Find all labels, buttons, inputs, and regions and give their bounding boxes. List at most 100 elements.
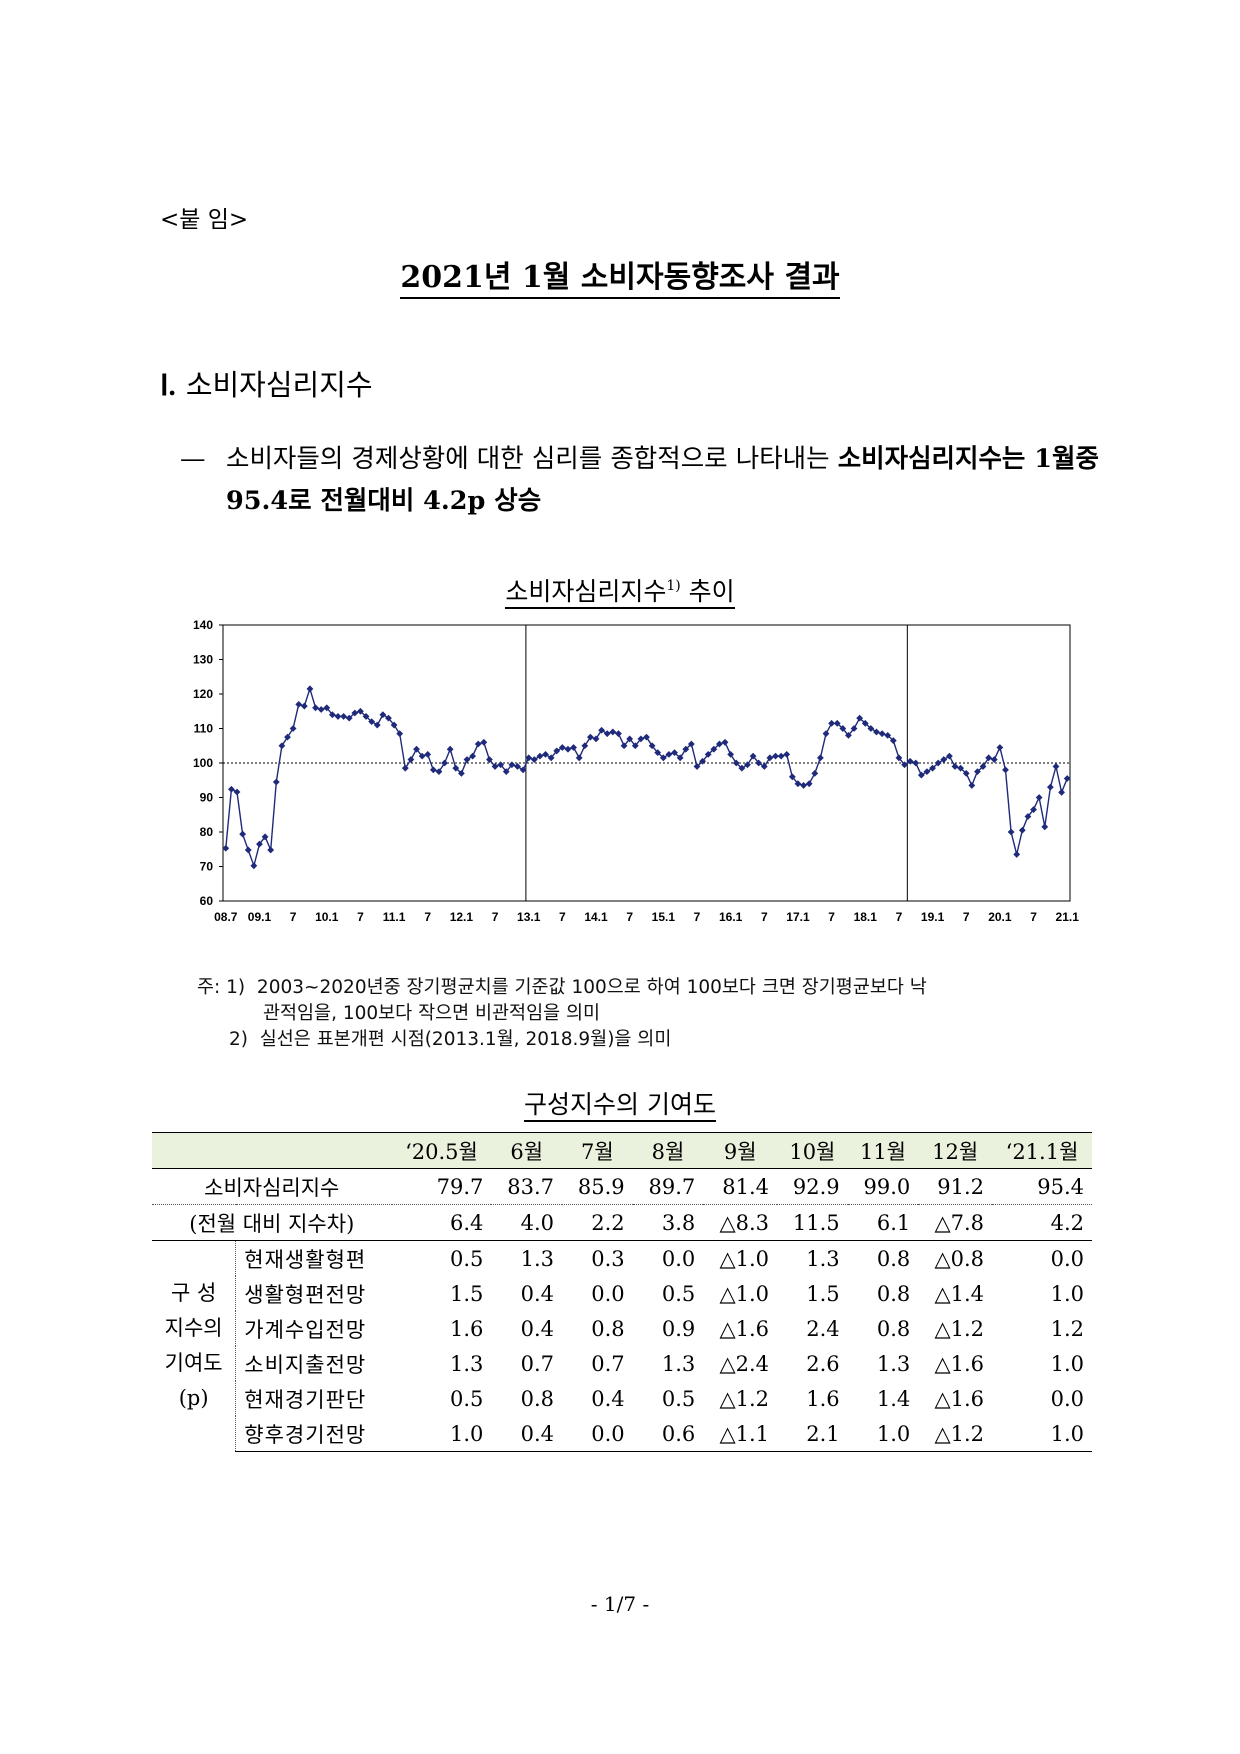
data-point — [502, 768, 510, 776]
header-blank — [152, 1132, 392, 1169]
data-point — [1002, 766, 1009, 774]
data-point — [491, 763, 499, 770]
column-header: 11월 — [847, 1132, 919, 1169]
data-point — [811, 769, 819, 777]
table-cell: △0.8 — [934, 1246, 985, 1271]
table-cell: △1.6 — [719, 1316, 770, 1341]
table-cell: 2.1 — [777, 1416, 848, 1452]
component-label: 현재생활형편 — [244, 1247, 367, 1272]
table-cell: △7.8 — [918, 1204, 993, 1241]
column-header: 9월 — [703, 1132, 778, 1169]
data-point — [979, 763, 987, 770]
table-cell: △2.4 — [719, 1351, 770, 1376]
csi-row: 소비자심리지수 79.7 83.7 85.9 89.7 81.4 92.9 99.0 91.2 9… — [152, 1168, 1092, 1205]
table-cell: 1.4 — [876, 1386, 911, 1411]
data-point — [772, 752, 779, 760]
data-point — [856, 714, 864, 722]
table-cell: 1.3 — [450, 1351, 484, 1376]
component-label: 현재경기판단 — [244, 1387, 367, 1412]
table-cell: △1.4 — [934, 1281, 985, 1306]
table-cell: 0.8 — [520, 1386, 555, 1411]
attachment-label: <붙 임> — [160, 207, 249, 233]
x-tick-label: 12.1 — [450, 910, 474, 924]
data-point — [463, 756, 471, 763]
table-cell: 6.1 — [847, 1204, 919, 1241]
component-label: 향후경기전망 — [235, 1416, 392, 1452]
page-number: - 1/7 - — [590, 1592, 650, 1616]
data-point — [839, 725, 847, 732]
x-tick-label: 08.7 — [214, 910, 238, 924]
section-heading-text: 소비자심리지수 — [185, 368, 373, 402]
data-point — [873, 728, 880, 736]
column-header: 7월 — [562, 1132, 633, 1169]
note-2: 실선은 표본개편 시점(2013.1월, 2018.9월)을 의미 — [259, 1029, 672, 1050]
data-point — [272, 778, 280, 786]
table-cell: △1.0 — [719, 1246, 770, 1271]
table-cell: 1.0 — [1050, 1281, 1084, 1306]
data-point — [435, 768, 443, 776]
y-tick-label: 100 — [193, 756, 213, 770]
data-point — [323, 704, 331, 712]
data-point — [1063, 775, 1071, 782]
table-cell: 0.0 — [1050, 1246, 1084, 1271]
data-point — [749, 752, 757, 760]
data-point — [480, 738, 488, 746]
data-point — [261, 833, 269, 841]
table-cell: 6.4 — [391, 1204, 492, 1241]
data-point — [312, 704, 319, 712]
table-cell: 0.7 — [591, 1351, 625, 1376]
data-point — [334, 713, 342, 720]
row-label: 소비자심리지수 — [152, 1168, 392, 1205]
y-tick-label: 120 — [193, 687, 213, 701]
table-header-row: ‘20.5월 6월 7월 8월 9월 10월 11월 12월 ‘21.1월 — [152, 1132, 1092, 1169]
x-tick-label: 16.1 — [719, 910, 743, 924]
column-header: 8월 — [632, 1132, 704, 1169]
data-point — [884, 732, 892, 739]
data-point — [239, 830, 247, 838]
table-cell: △1.6 — [934, 1351, 985, 1376]
chart-notes: 주: 1) 2003~2020년중 장기평균치를 기준값 100으로 하여 10… — [197, 977, 927, 1050]
bullet-text: 소비자들의 경제상황에 대한 심리를 종합적으로 나타내는 — [226, 444, 838, 474]
x-tick-label: 7 — [694, 910, 701, 924]
table-cell: 0.0 — [661, 1246, 696, 1271]
x-tick-label: 09.1 — [248, 910, 272, 924]
table-cell: 0.5 — [661, 1281, 696, 1306]
data-point — [766, 754, 774, 762]
data-point — [558, 744, 566, 751]
table-cell: 95.4 — [992, 1168, 1092, 1205]
table-cell: 0.0 — [591, 1281, 625, 1306]
y-tick-label: 130 — [193, 653, 213, 667]
data-point — [306, 685, 314, 693]
bullet-highlight: 소비자심리지수는 1월중 95.4로 전월대비 4.2p 상승 — [226, 444, 1099, 516]
x-tick-label: 7 — [626, 910, 633, 924]
data-point — [732, 759, 740, 767]
column-header: 12월 — [918, 1132, 993, 1169]
component-row: 향후경기전망 1.0 0.4 0.0 0.6 △1.1 2.1 1.0 △1.2 1.0 — [152, 1416, 1092, 1452]
table-cell: 0.8 — [876, 1316, 911, 1341]
data-point — [744, 761, 751, 769]
table-cell: 0.8 — [876, 1246, 911, 1271]
y-tick-label: 80 — [200, 825, 214, 839]
table-cell: 92.9 — [777, 1168, 848, 1205]
table-cell: 0.5 — [450, 1246, 484, 1271]
data-point — [665, 750, 673, 758]
table-cell: 2.6 — [806, 1351, 840, 1376]
data-point — [278, 742, 286, 750]
data-point — [362, 713, 370, 720]
x-tick-label: 7 — [761, 910, 768, 924]
table-cell: 89.7 — [632, 1168, 704, 1205]
data-point — [295, 700, 303, 708]
y-tick-label: 110 — [194, 722, 214, 736]
data-point — [486, 756, 493, 763]
data-point — [284, 733, 291, 741]
data-point — [990, 756, 998, 763]
data-point — [413, 745, 420, 753]
data-point — [328, 711, 336, 719]
data-point — [895, 754, 903, 762]
data-point — [861, 719, 869, 727]
data-point — [542, 750, 549, 758]
data-point — [901, 761, 908, 769]
plot-area — [222, 624, 1071, 902]
data-point — [373, 721, 381, 729]
data-point — [962, 769, 970, 777]
